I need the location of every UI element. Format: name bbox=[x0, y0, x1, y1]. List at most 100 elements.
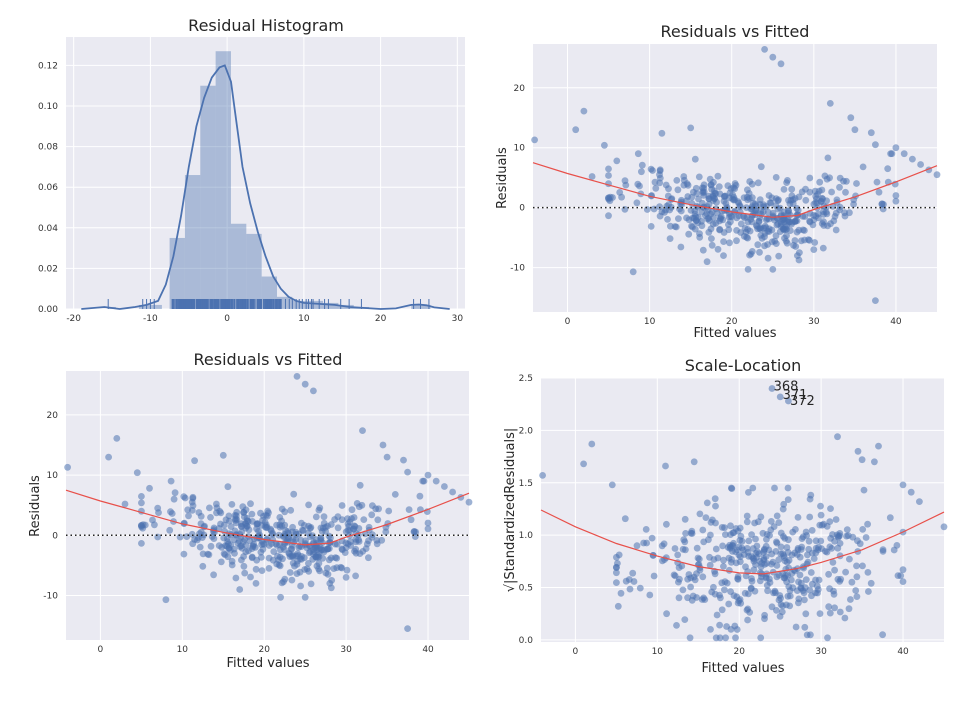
scatter-point bbox=[441, 483, 448, 490]
scatter-point bbox=[824, 222, 831, 230]
scatter-point bbox=[338, 564, 346, 572]
scatter-point bbox=[319, 554, 327, 562]
scatter-point bbox=[233, 508, 241, 516]
scatter-point bbox=[338, 502, 346, 509]
scatter-point bbox=[810, 200, 818, 208]
scatter-point bbox=[734, 575, 742, 583]
scatter-point bbox=[853, 180, 860, 187]
scatter-point bbox=[841, 614, 849, 622]
scatter-point bbox=[762, 224, 770, 232]
scatter-point bbox=[698, 218, 705, 225]
scatter-point bbox=[894, 572, 902, 579]
scatter-point bbox=[274, 552, 281, 560]
scatter-point bbox=[424, 525, 432, 533]
scatter-point bbox=[817, 197, 825, 205]
scatter-point bbox=[235, 537, 243, 545]
scatter-point bbox=[819, 244, 827, 252]
scatter-point bbox=[220, 521, 228, 529]
scatter-point bbox=[794, 514, 802, 521]
scatter-point bbox=[777, 594, 784, 602]
scatter-point bbox=[650, 205, 658, 213]
scatter-point bbox=[733, 237, 740, 245]
histogram-bar bbox=[154, 304, 162, 309]
scatter-point bbox=[833, 531, 841, 539]
scatter-point bbox=[241, 569, 249, 577]
scatter-point bbox=[670, 571, 678, 579]
scatter-point bbox=[675, 594, 683, 602]
scatter-point bbox=[741, 225, 749, 232]
scatter-point bbox=[294, 552, 302, 559]
scatter-point bbox=[820, 210, 827, 218]
scatter-point bbox=[716, 621, 723, 629]
scatter-point bbox=[683, 214, 690, 222]
scatter-point bbox=[643, 206, 651, 213]
scatter-point bbox=[836, 206, 843, 214]
scatter-point bbox=[718, 524, 726, 531]
scatter-point bbox=[909, 155, 916, 163]
scatter-point bbox=[773, 512, 781, 520]
scatter-point bbox=[842, 188, 849, 196]
scatter-point bbox=[771, 484, 778, 492]
scatter-point bbox=[785, 557, 793, 564]
scatter-point bbox=[772, 174, 780, 181]
x-tick-label: 0 bbox=[565, 317, 571, 327]
scatter-point bbox=[227, 523, 235, 530]
scatter-point bbox=[740, 212, 747, 220]
scatter-point bbox=[687, 124, 695, 132]
histogram-bar bbox=[200, 85, 216, 309]
scatter-point bbox=[748, 531, 755, 538]
scatter-point bbox=[713, 611, 721, 619]
scatter-point bbox=[757, 563, 765, 571]
scatter-point bbox=[647, 192, 655, 200]
y-tick-label: -10 bbox=[510, 264, 525, 274]
y-tick-label: 1.5 bbox=[519, 479, 533, 489]
scatter-point bbox=[742, 563, 749, 571]
scatter-point bbox=[807, 631, 814, 639]
scatter-point bbox=[899, 481, 907, 489]
scatter-point bbox=[681, 616, 689, 623]
scatter-point bbox=[729, 191, 736, 199]
scatter-point bbox=[766, 579, 774, 586]
scatter-point bbox=[775, 519, 783, 526]
scatter-point bbox=[845, 605, 853, 613]
scatter-point bbox=[248, 554, 256, 562]
scatter-point bbox=[721, 586, 728, 594]
scatter-point bbox=[831, 566, 838, 574]
scatter-point bbox=[293, 570, 301, 577]
scatter-point bbox=[783, 232, 790, 240]
scatter-point bbox=[725, 554, 733, 562]
scatter-point bbox=[805, 537, 813, 545]
histogram-bar bbox=[215, 51, 231, 309]
scatter-point bbox=[621, 177, 629, 185]
scatter-point bbox=[754, 225, 761, 233]
scatter-point bbox=[776, 393, 784, 401]
scatter-point bbox=[699, 573, 707, 581]
scatter-point bbox=[764, 254, 772, 262]
scatter-point bbox=[736, 558, 744, 566]
scatter-point bbox=[404, 625, 411, 632]
point-annotation: 368 bbox=[774, 380, 799, 395]
scatter-point bbox=[715, 183, 723, 191]
scatter-point bbox=[847, 596, 854, 603]
scatter-point bbox=[818, 521, 826, 529]
scatter-point bbox=[154, 533, 162, 541]
scatter-point bbox=[847, 114, 855, 122]
point-annotation: 372 bbox=[790, 394, 815, 409]
scatter-point bbox=[621, 515, 629, 523]
scatter-point bbox=[588, 440, 596, 448]
scatter-point bbox=[215, 542, 223, 549]
scatter-point bbox=[772, 195, 780, 203]
residuals-vs-fitted-top-ylabel: Residuals bbox=[495, 147, 510, 209]
scatter-point bbox=[215, 525, 223, 532]
scatter-point bbox=[369, 502, 376, 509]
y-tick-label: 0.10 bbox=[38, 102, 58, 112]
scatter-point bbox=[708, 241, 716, 249]
scatter-point bbox=[449, 488, 456, 496]
scatter-point bbox=[766, 199, 774, 207]
scatter-point bbox=[614, 560, 621, 567]
scatter-point bbox=[899, 578, 907, 585]
scatter-point bbox=[703, 499, 711, 507]
scatter-point bbox=[685, 230, 693, 238]
scatter-point bbox=[817, 511, 825, 519]
